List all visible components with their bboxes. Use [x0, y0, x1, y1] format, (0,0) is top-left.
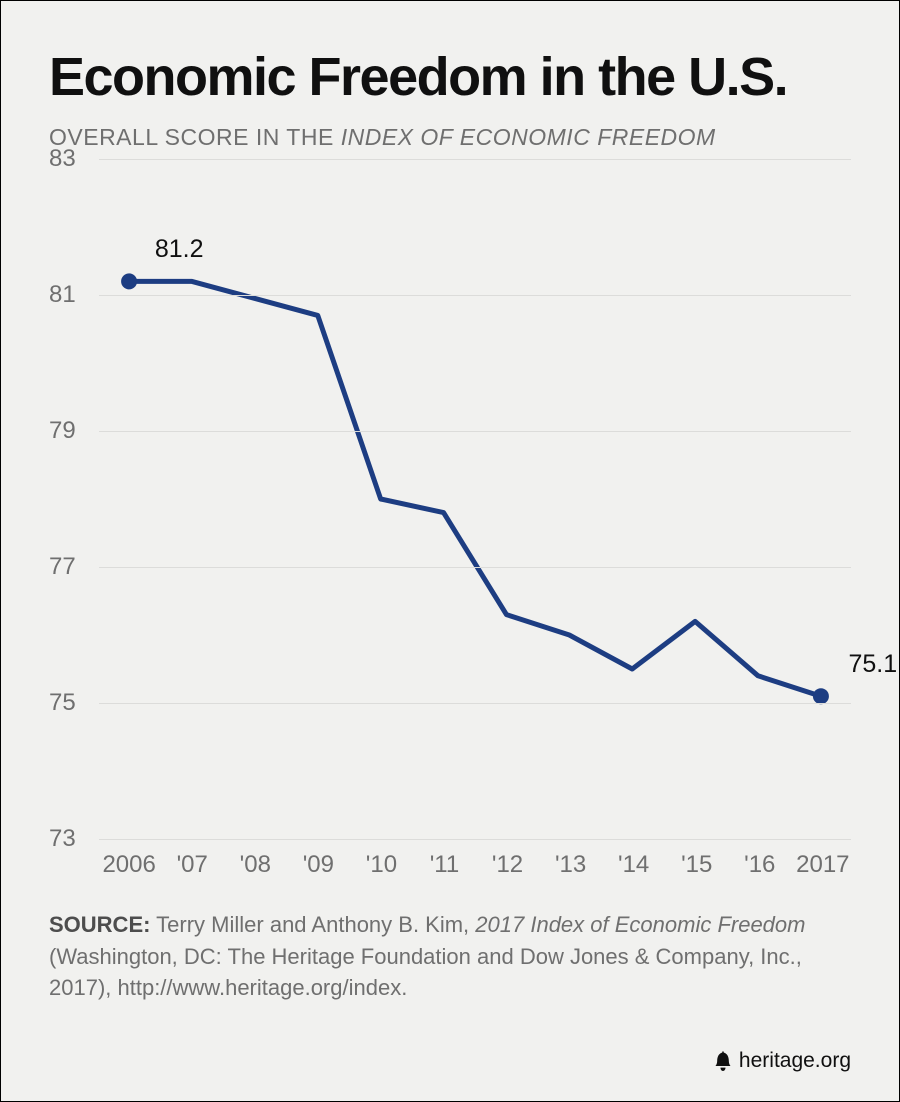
x-axis-tick: '16	[744, 851, 775, 879]
x-axis-tick: 2017	[796, 851, 849, 879]
data-marker	[121, 273, 137, 289]
point-label: 81.2	[155, 235, 204, 264]
source-text-2: (Washington, DC: The Heritage Foundation…	[49, 944, 802, 1001]
gridline	[99, 295, 851, 296]
y-axis-tick: 83	[49, 145, 94, 173]
chart-card: Economic Freedom in the U.S. OVERALL SCO…	[0, 0, 900, 1102]
point-label: 75.1	[848, 650, 897, 679]
gridline	[99, 567, 851, 568]
x-axis-tick: '09	[303, 851, 334, 879]
chart-title: Economic Freedom in the U.S.	[49, 49, 851, 106]
x-axis-tick: '15	[681, 851, 712, 879]
x-axis-tick: '12	[492, 851, 523, 879]
data-line	[129, 281, 821, 696]
line-chart-svg	[99, 159, 851, 839]
x-axis-tick: '07	[177, 851, 208, 879]
x-axis-tick: '10	[366, 851, 397, 879]
chart-subtitle: OVERALL SCORE IN THE INDEX OF ECONOMIC F…	[49, 124, 851, 151]
y-axis-tick: 73	[49, 825, 94, 853]
y-axis-tick: 79	[49, 417, 94, 445]
source-text-1: Terry Miller and Anthony B. Kim,	[150, 912, 475, 937]
x-axis-tick: '11	[430, 851, 460, 879]
x-axis-tick: '08	[240, 851, 271, 879]
source-italic: 2017 Index of Economic Freedom	[475, 912, 805, 937]
brand-footer: heritage.org	[713, 1049, 851, 1073]
gridline	[99, 703, 851, 704]
bell-icon	[713, 1050, 733, 1072]
chart-area: 81.275.1 7375777981832006'07'08'09'10'11…	[49, 159, 851, 879]
x-axis-tick: 2006	[102, 851, 155, 879]
gridline	[99, 431, 851, 432]
gridline	[99, 839, 851, 840]
gridline	[99, 159, 851, 160]
subtitle-italic: INDEX OF ECONOMIC FREEDOM	[341, 124, 716, 150]
x-axis-tick: '14	[618, 851, 649, 879]
plot-area: 81.275.1	[99, 159, 851, 839]
y-axis-tick: 81	[49, 281, 94, 309]
source-citation: SOURCE: Terry Miller and Anthony B. Kim,…	[49, 909, 851, 1005]
x-axis-tick: '13	[555, 851, 586, 879]
brand-text: heritage.org	[739, 1049, 851, 1073]
data-marker	[813, 688, 829, 704]
y-axis-tick: 75	[49, 689, 94, 717]
y-axis-tick: 77	[49, 553, 94, 581]
source-label: SOURCE:	[49, 912, 150, 937]
